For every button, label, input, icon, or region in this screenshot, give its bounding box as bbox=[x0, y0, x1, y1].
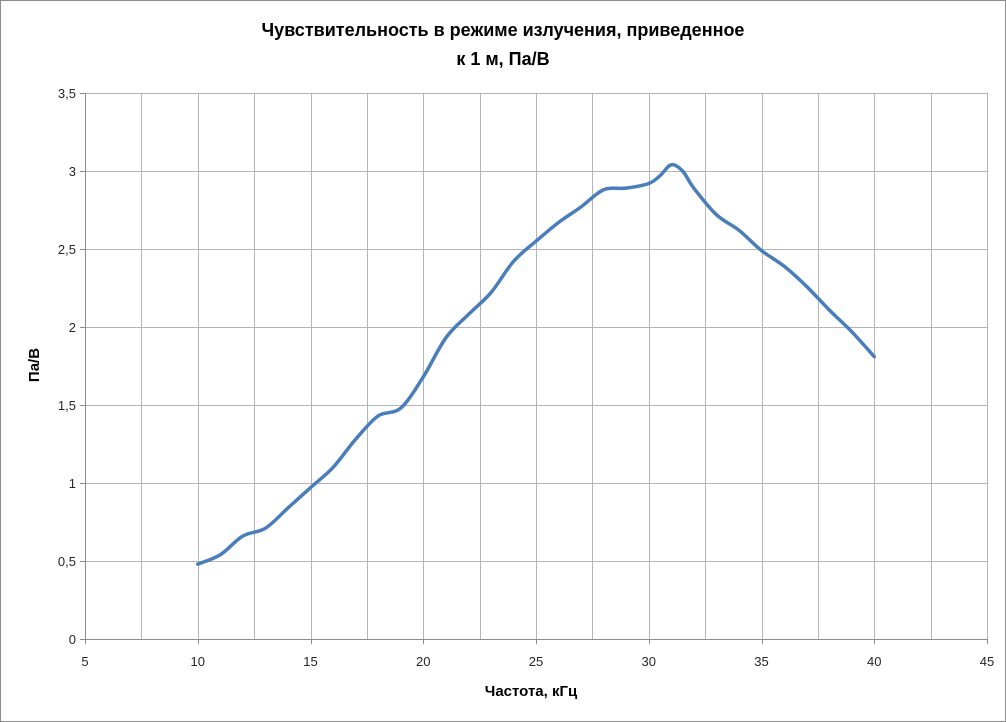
y-tick-label: 0 bbox=[69, 632, 76, 647]
x-tick-label: 20 bbox=[416, 654, 430, 669]
y-tick-label: 0,5 bbox=[58, 554, 76, 569]
x-tick-label: 15 bbox=[303, 654, 317, 669]
chart-title-line-2: к 1 м, Па/В bbox=[456, 49, 549, 69]
series-line-0 bbox=[196, 162, 876, 566]
y-tick-label: 1,5 bbox=[58, 398, 76, 413]
tick-labels: 5 10 15 20 25 30 35 40 45 0 0,5 1 1,5 2 2,5 3 3,5 bbox=[58, 86, 994, 669]
x-tick-label: 35 bbox=[754, 654, 768, 669]
y-tick-label: 2,5 bbox=[58, 242, 76, 257]
x-tick-label: 10 bbox=[191, 654, 205, 669]
x-tick-label: 40 bbox=[867, 654, 881, 669]
x-tick-label: 30 bbox=[642, 654, 656, 669]
grid bbox=[85, 93, 988, 639]
y-tick-label: 2 bbox=[69, 320, 76, 335]
y-tick-label: 3,5 bbox=[58, 86, 76, 101]
x-tick-label: 5 bbox=[81, 654, 88, 669]
x-axis-title: Частота, кГц bbox=[485, 683, 578, 700]
y-tick-label: 1 bbox=[69, 476, 76, 491]
x-tick-label: 25 bbox=[529, 654, 543, 669]
chart-title-line-1: Чувствительность в режиме излучения, при… bbox=[262, 20, 745, 40]
axes bbox=[80, 93, 988, 644]
y-tick-label: 3 bbox=[69, 164, 76, 179]
x-tick-label: 45 bbox=[980, 654, 994, 669]
series-layer bbox=[196, 162, 876, 566]
y-axis-title: Па/В bbox=[26, 348, 43, 382]
